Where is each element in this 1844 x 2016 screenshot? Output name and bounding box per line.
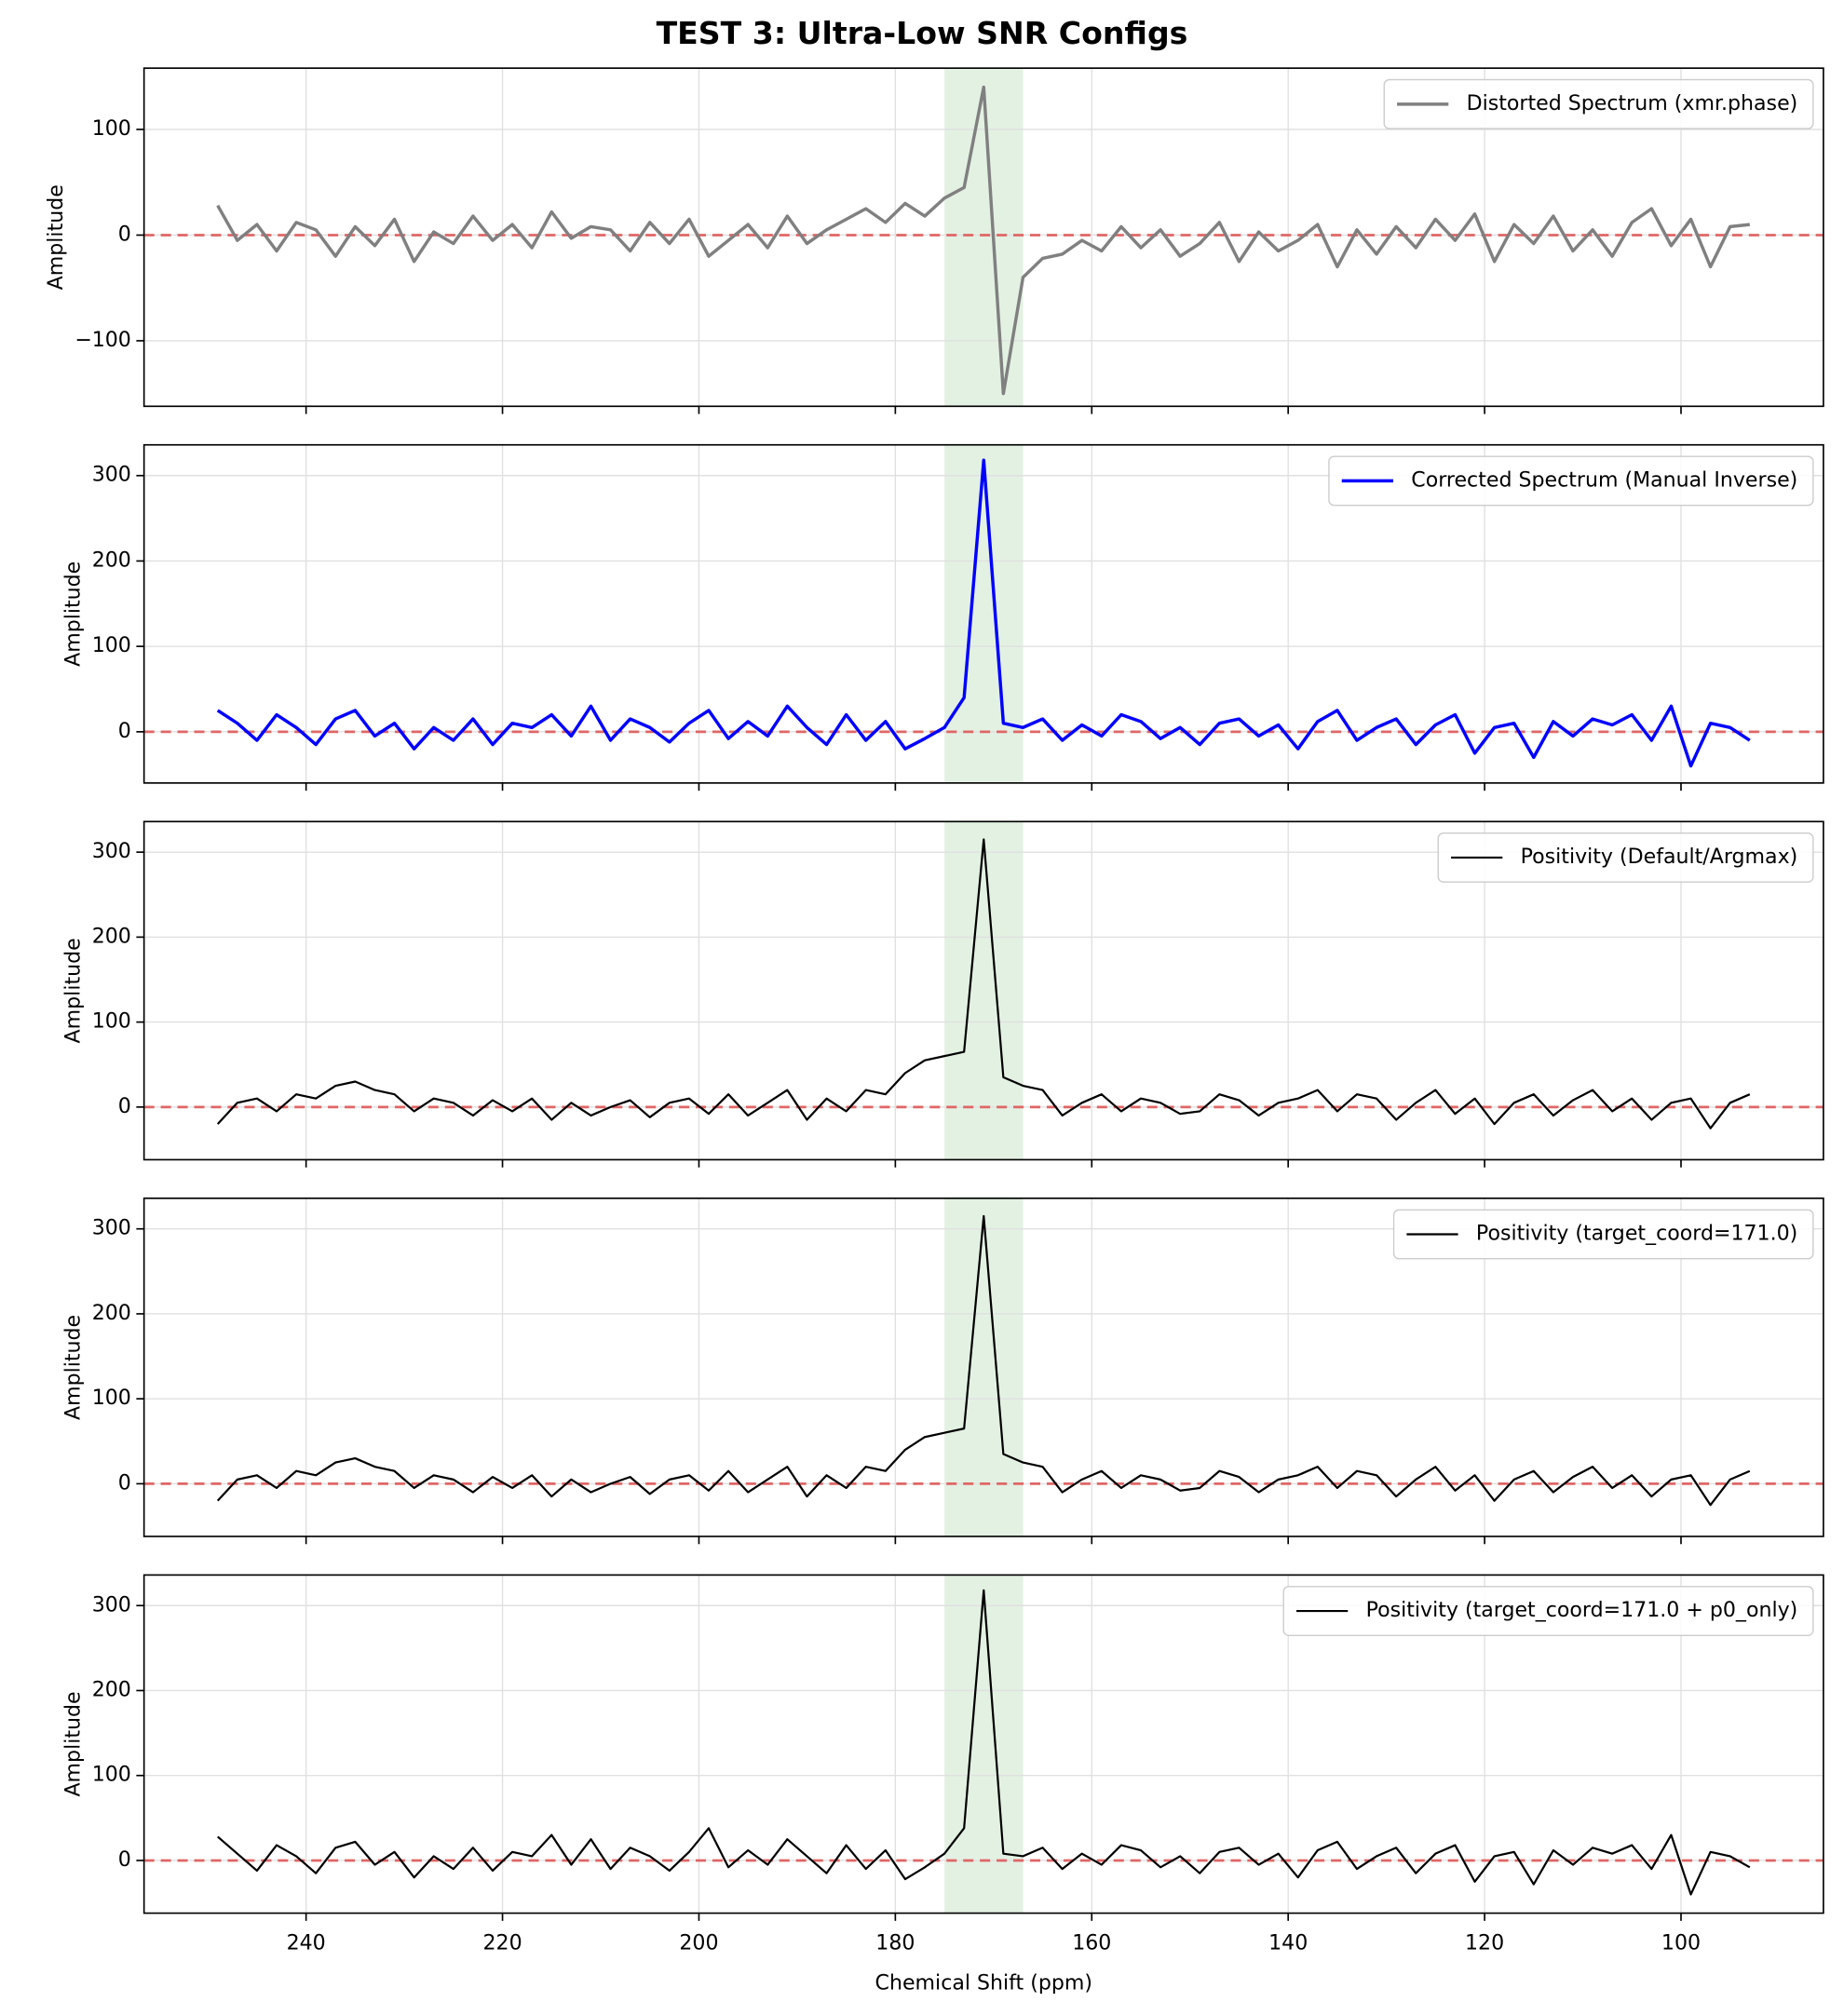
y-axis-label: Amplitude [61, 562, 85, 667]
legend-label: Corrected Spectrum (Manual Inverse) [1411, 467, 1797, 492]
y-tick-label: 0 [118, 719, 131, 743]
x-tick-label: 100 [1661, 1931, 1701, 1955]
axes-frame [142, 820, 1824, 1161]
highlight-span [944, 1197, 1024, 1536]
x-axis-label: Chemical Shift (ppm) [875, 1970, 1092, 1995]
y-tick-label: 300 [92, 839, 131, 863]
legend-box [1383, 78, 1814, 129]
x-tick-label: 120 [1465, 1931, 1504, 1955]
y-tick-label: 0 [118, 1094, 131, 1118]
legend-box [1282, 1586, 1814, 1636]
y-tick-label: 100 [92, 1009, 131, 1034]
x-tick-label: 140 [1268, 1931, 1308, 1955]
legend-label: Positivity (target_coord=171.0 + p0_only… [1366, 1598, 1798, 1622]
figure-title: TEST 3: Ultra-Low SNR Configs [657, 15, 1188, 51]
y-tick-label: 300 [92, 1592, 131, 1617]
legend-label: Distorted Spectrum (xmr.phase) [1467, 91, 1798, 115]
y-tick-label: 0 [118, 222, 131, 246]
highlight-span [944, 821, 1024, 1160]
legend: Corrected Spectrum (Manual Inverse) [1328, 455, 1814, 507]
legend-box [1392, 1209, 1814, 1260]
subplot: 0 100 200 300 Amplitude Positivity (Default/A… [61, 820, 1824, 1168]
subplot: 0 100 200 300 Amplitude Corrected Spectrum (M… [61, 443, 1824, 792]
x-tick-label: 240 [287, 1931, 326, 1955]
y-tick-label: 200 [92, 548, 131, 572]
y-tick-label: 100 [92, 116, 131, 141]
legend-box [1328, 455, 1814, 507]
x-tick-label: 180 [875, 1931, 915, 1955]
data-line [217, 1589, 1751, 1896]
y-axis-label: Amplitude [61, 1315, 85, 1420]
axes-frame [142, 67, 1824, 408]
y-axis-label: Amplitude [44, 184, 68, 290]
legend: Positivity (target_coord=171.0) [1392, 1209, 1814, 1260]
x-tick-label: 160 [1072, 1931, 1111, 1955]
data-line [216, 838, 1751, 1130]
legend: Positivity (target_coord=171.0 + p0_only… [1282, 1586, 1814, 1636]
y-axis-label: Amplitude [61, 1691, 85, 1796]
highlight-span [944, 1575, 1024, 1914]
legend-label: Positivity (Default/Argmax) [1521, 845, 1798, 869]
y-tick-label: 100 [92, 1386, 131, 1410]
axes-frame [142, 1574, 1824, 1915]
subplot: 240 220 200 180 160 140 120 100 0 100 200 300 Amplit… [61, 1574, 1824, 1995]
data-line [216, 1214, 1751, 1507]
y-tick-label: 200 [92, 924, 131, 948]
data-line [216, 85, 1750, 396]
legend: Positivity (Default/Argmax) [1437, 832, 1814, 883]
y-tick-label: 300 [92, 463, 131, 487]
axes-frame [142, 1197, 1824, 1537]
y-tick-label: 300 [92, 1216, 131, 1240]
y-tick-label: −100 [75, 328, 131, 352]
legend-label: Positivity (target_coord=171.0) [1476, 1222, 1797, 1246]
y-tick-label: 100 [92, 1763, 131, 1787]
data-line [216, 458, 1751, 768]
y-tick-label: 200 [92, 1677, 131, 1701]
y-tick-label: 0 [118, 1847, 131, 1872]
x-tick-label: 200 [679, 1931, 718, 1955]
legend-box [1437, 832, 1814, 883]
x-tick-label: 220 [482, 1931, 522, 1955]
axes-frame [142, 443, 1824, 784]
y-axis-label: Amplitude [61, 938, 85, 1043]
subplot: 0 100 200 300 Amplitude Positivity (target_co… [61, 1197, 1824, 1545]
y-tick-label: 200 [92, 1301, 131, 1325]
legend: Distorted Spectrum (xmr.phase) [1383, 78, 1814, 129]
subplot: −100 0 100 Amplitude Distorted Spectrum (xmr… [44, 67, 1824, 414]
y-tick-label: 0 [118, 1470, 131, 1495]
highlight-span [944, 444, 1024, 783]
y-tick-label: 100 [92, 633, 131, 657]
